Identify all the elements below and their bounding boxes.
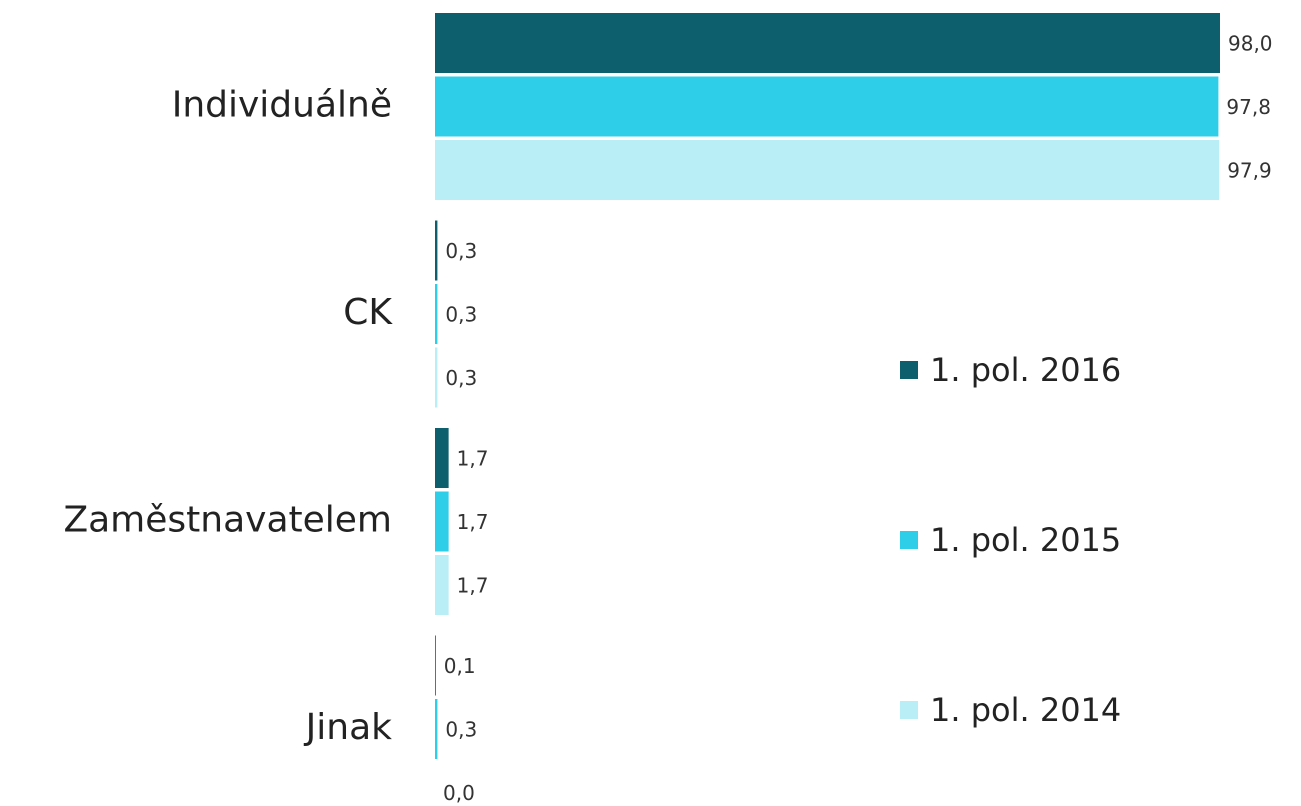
value-label: 0,3 [445, 366, 477, 390]
bar [435, 635, 436, 696]
category-label: CK [343, 292, 393, 333]
legend-swatch [900, 531, 918, 549]
bar [435, 140, 1220, 200]
bar [435, 220, 438, 281]
bar [435, 13, 1220, 73]
category-label: Individuálně [172, 85, 392, 126]
legend-swatch [900, 361, 918, 379]
bar [435, 699, 438, 759]
value-label: 97,8 [1226, 95, 1271, 119]
value-label: 98,0 [1228, 32, 1273, 56]
bar [435, 76, 1219, 137]
legend-swatch [900, 701, 918, 719]
category-label: Jinak [304, 707, 392, 748]
value-label: 0,3 [445, 239, 477, 263]
bar [435, 555, 449, 615]
value-label: 97,9 [1227, 159, 1272, 183]
value-label: 0,0 [443, 781, 475, 805]
value-label: 0,3 [445, 718, 477, 742]
legend-label: 1. pol. 2015 [930, 521, 1121, 559]
category-label: Zaměstnavatelem [63, 500, 392, 541]
bar [435, 428, 449, 488]
value-label: 1,7 [457, 510, 489, 534]
bar [435, 284, 438, 344]
bar [435, 347, 438, 408]
bar [435, 491, 449, 552]
value-label: 1,7 [457, 574, 489, 598]
legend-label: 1. pol. 2014 [930, 691, 1121, 729]
value-label: 0,3 [445, 303, 477, 327]
legend-label: 1. pol. 2016 [930, 351, 1121, 389]
value-label: 1,7 [457, 447, 489, 471]
value-label: 0,1 [444, 654, 476, 678]
